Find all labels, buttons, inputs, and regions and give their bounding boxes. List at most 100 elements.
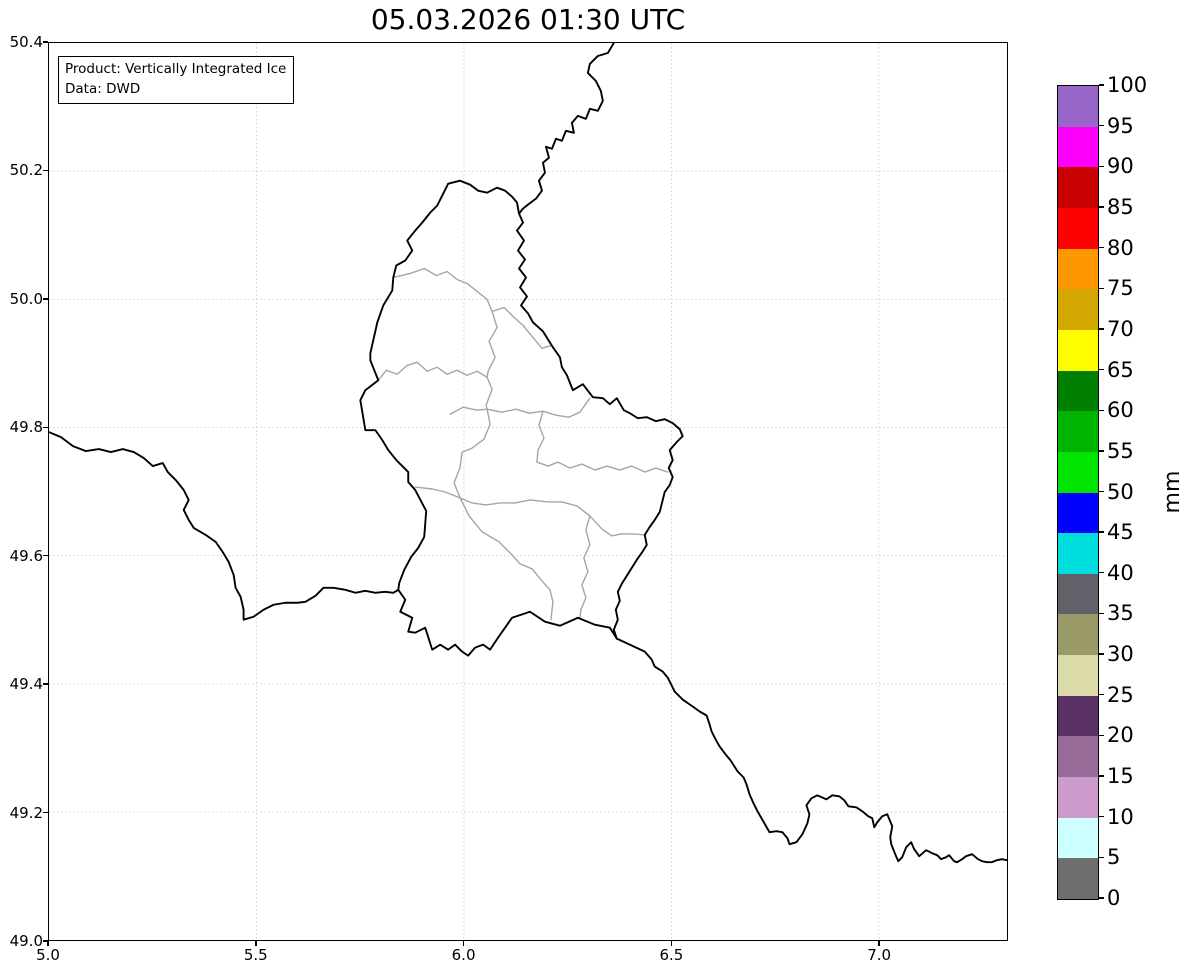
colorbar-tick-label: 40 [1107,560,1134,585]
colorbar-tick-label: 10 [1107,804,1134,829]
x-tick-label: 6.5 [659,946,684,964]
gridlines [49,43,1007,940]
colorbar-tick-label: 95 [1107,113,1134,138]
colorbar-tick-label: 90 [1107,154,1134,179]
colorbar-tick-mark [1099,856,1104,859]
x-tick-mark [47,941,49,946]
colorbar-tick-mark [1099,246,1104,249]
y-tick-mark [43,426,48,429]
plot-title: 05.03.2026 01:30 UTC [370,3,686,36]
colorbar-segment [1058,777,1098,818]
country-outline-path [359,179,684,657]
colorbar-segment [1058,289,1098,330]
y-tick-mark [43,169,48,172]
colorbar-tick-label: 30 [1107,642,1134,667]
colorbar-tick-mark [1099,612,1104,615]
colorbar-tick-mark [1099,694,1104,696]
y-tick-label: 49.4 [9,675,43,694]
colorbar-segment [1058,411,1098,452]
colorbar-tick-label: 75 [1107,276,1134,301]
colorbar-tick-label: 35 [1107,601,1134,626]
colorbar-segment [1058,207,1098,249]
colorbar-tick-mark [1099,653,1104,655]
y-tick-label: 49.6 [9,546,43,565]
y-tick-label: 49.8 [9,418,43,437]
colorbar-tick-mark [1099,816,1104,818]
colorbar-tick-mark [1099,897,1104,899]
y-tick-mark [43,298,48,300]
colorbar-tick-mark [1099,409,1104,411]
colorbar-tick-label: 5 [1107,845,1121,870]
colorbar-segment [1058,533,1098,574]
colorbar-segment [1058,614,1098,656]
colorbar-tick-label: 80 [1107,235,1134,260]
x-tick-mark [462,941,465,946]
colorbar-tick-mark [1099,490,1104,493]
colorbar-unit-label: mm [1160,470,1185,514]
y-tick-label: 50.4 [9,33,43,51]
y-tick-mark [43,811,48,814]
colorbar-segment [1058,329,1098,371]
colorbar-tick-label: 25 [1107,682,1134,707]
x-tick-mark [670,941,673,946]
colorbar-segment [1058,167,1098,208]
colorbar-tick-mark [1099,531,1104,533]
colorbar-tick-mark [1099,84,1104,86]
colorbar-tick-mark [1099,165,1104,167]
border-southeast-path [615,637,1007,864]
colorbar-segment [1058,492,1098,534]
data-source-line: Data: DWD [65,81,141,98]
colorbar-tick-label: 50 [1107,479,1134,504]
product-info-box: Product: Vertically Integrated Ice Data:… [58,56,295,104]
colorbar-segment [1058,451,1098,493]
colorbar-tick-mark [1099,328,1104,330]
colorbar-tick-label: 55 [1107,438,1134,463]
y-tick-label: 50.0 [9,289,43,308]
y-tick-mark [43,41,48,43]
colorbar-segment [1058,126,1098,168]
country-borders [49,43,1007,864]
colorbar-tick-label: 20 [1107,723,1134,748]
product-line: Product: Vertically Integrated Ice [65,61,287,77]
y-tick-label: 50.2 [9,161,43,180]
colorbar-tick-mark [1099,775,1104,777]
border-north-path [518,43,615,215]
x-tick-mark [255,941,257,946]
y-tick-mark [43,683,48,685]
colorbar-segment [1058,736,1098,778]
x-tick-label: 5.5 [243,946,268,964]
x-tick-label: 5.0 [36,946,60,964]
colorbar-tick-mark [1099,734,1104,737]
border-west-path [49,431,400,621]
colorbar-tick-label: 60 [1107,398,1134,423]
colorbar-tick-label: 85 [1107,194,1134,219]
x-tick-label: 6.0 [451,946,476,964]
colorbar-segment [1058,86,1098,127]
colorbar-segment [1058,858,1098,899]
colorbar-tick-mark [1099,572,1104,574]
colorbar-tick-mark [1099,450,1104,452]
y-tick-label: 49.2 [9,803,43,822]
colorbar-tick-label: 0 [1107,886,1121,910]
colorbar-tick-mark [1099,368,1104,371]
colorbar-tick-mark [1099,124,1104,127]
x-tick-label: 7.0 [867,946,892,964]
colorbar-tick-label: 70 [1107,316,1134,341]
colorbar-tick-label: 45 [1107,520,1134,545]
colorbar-tick-label: 15 [1107,764,1134,789]
district-borders-path [377,267,669,621]
colorbar-segment [1058,370,1098,412]
map-plot-area: Product: Vertically Integrated Ice Data:… [48,42,1008,941]
colorbar-tick-mark [1099,287,1104,289]
colorbar-segment [1058,695,1098,737]
colorbar-segment [1058,573,1098,615]
colorbar-segment [1058,817,1098,859]
x-tick-mark [878,941,880,946]
y-tick-label: 49.0 [9,932,43,950]
colorbar-segment [1058,655,1098,696]
colorbar-tick-label: 65 [1107,357,1134,382]
colorbar [1057,85,1099,900]
colorbar-tick-mark [1099,206,1104,208]
y-tick-mark [43,940,48,942]
